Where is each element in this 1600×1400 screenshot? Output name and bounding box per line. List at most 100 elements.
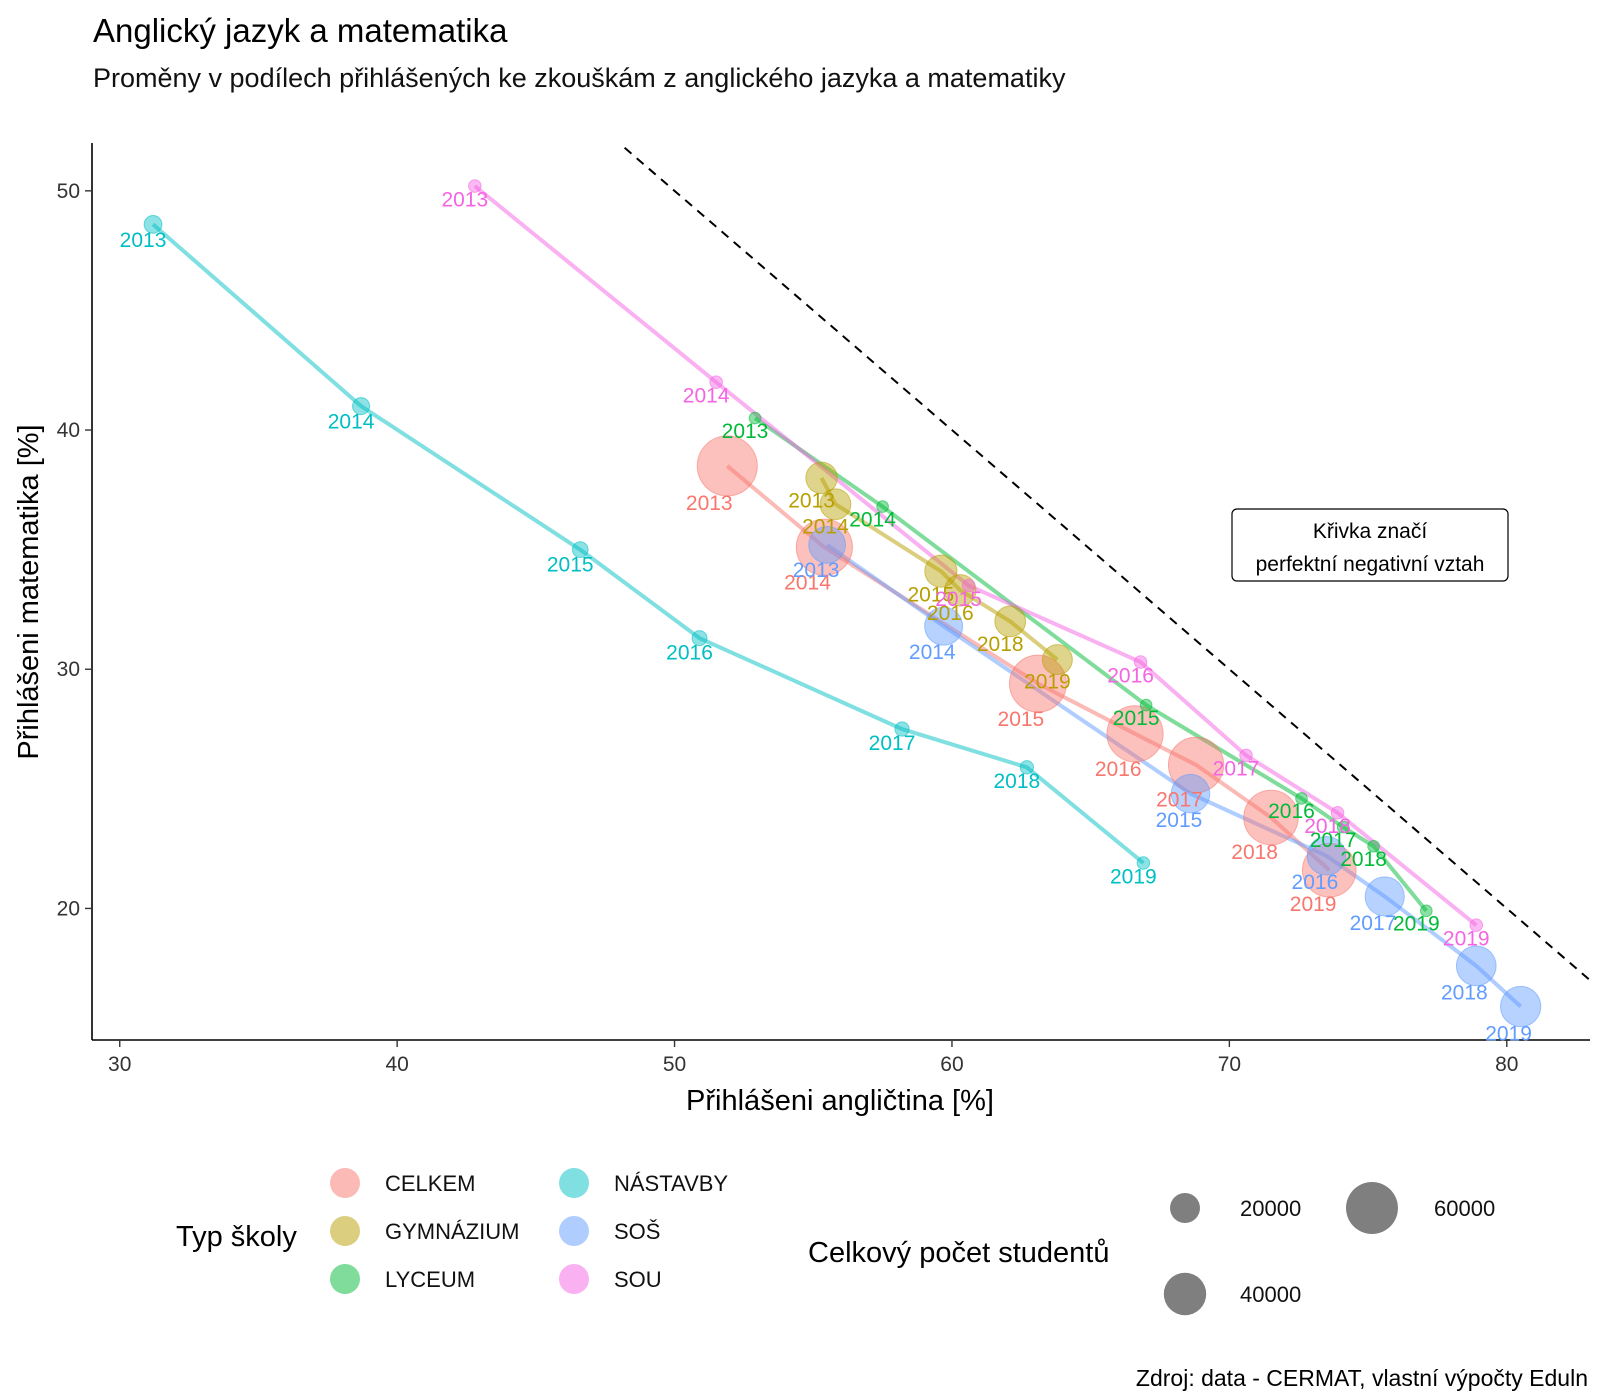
point-soš-2019 <box>1500 985 1542 1028</box>
legend-label-celkem: CELKEM <box>385 1171 475 1196</box>
point-label-sou-2018: 2018 <box>1304 815 1351 838</box>
y-tick-label: 20 <box>57 897 80 920</box>
point-label-nástavby-2019: 2019 <box>1110 865 1157 888</box>
annotation-text: Křivka značí perfektní negativní vztah <box>1256 520 1485 576</box>
legend-color: Typ školy CELKEM GYMNÁZIUM LYCEUM NÁSTAVBY S… <box>176 1168 728 1294</box>
point-nástavby-2019 <box>1136 856 1151 870</box>
point-nástavby-2014 <box>352 397 371 416</box>
point-sou-2018 <box>1330 805 1345 820</box>
x-tick-label: 40 <box>385 1053 408 1076</box>
point-nástavby-2017 <box>894 721 910 737</box>
legend-key-nástavby <box>559 1168 589 1198</box>
point-label-lyceum-2019: 2019 <box>1393 913 1440 936</box>
y-tick-label: 30 <box>57 658 80 681</box>
point-soš-2017 <box>1364 876 1405 917</box>
series-labels: 2013201420152016201720182019201320142015… <box>120 188 1532 1045</box>
point-gymnázium-2013 <box>805 461 838 495</box>
point-label-lyceum-2014: 2014 <box>849 508 896 531</box>
point-label-nástavby-2017: 2017 <box>869 732 916 755</box>
point-label-gymnázium-2013: 2013 <box>788 490 835 513</box>
x-tick-label: 60 <box>940 1053 963 1076</box>
x-tick-label: 70 <box>1218 1053 1241 1076</box>
legend-label-gymnázium: GYMNÁZIUM <box>385 1219 519 1244</box>
point-label-lyceum-2018: 2018 <box>1340 848 1387 871</box>
legend-size-title: Celkový počet studentů <box>808 1237 1109 1269</box>
point-celkem-2014 <box>795 518 853 576</box>
point-label-celkem-2014: 2014 <box>784 571 831 594</box>
point-label-celkem-2018: 2018 <box>1231 841 1278 864</box>
point-label-soš-2019: 2019 <box>1485 1023 1532 1046</box>
point-label-nástavby-2014: 2014 <box>328 411 375 434</box>
point-soš-2016 <box>1306 836 1347 876</box>
point-nástavby-2018 <box>1019 760 1035 775</box>
point-label-lyceum-2013: 2013 <box>722 420 769 443</box>
legend-label-lyceum: LYCEUM <box>385 1267 475 1292</box>
legend-size-label: 60000 <box>1434 1196 1495 1221</box>
point-celkem-2019 <box>1301 842 1357 898</box>
point-nástavby-2013 <box>143 214 163 234</box>
point-sou-2016 <box>1133 655 1148 669</box>
axis-ticks: 30 40 50 60 70 80 20 30 40 50 <box>57 180 1519 1076</box>
legend-size-key-60000 <box>1346 1182 1398 1234</box>
legend-size-label: 40000 <box>1240 1282 1301 1307</box>
point-label-soš-2013: 2013 <box>793 559 840 582</box>
point-label-celkem-2013: 2013 <box>686 492 733 515</box>
point-soš-2015 <box>1170 773 1211 814</box>
point-lyceum-2016 <box>1295 792 1308 805</box>
point-sou-2015 <box>961 578 976 593</box>
point-label-lyceum-2016: 2016 <box>1268 800 1315 823</box>
point-celkem-2015 <box>1008 654 1067 713</box>
point-label-soš-2015: 2015 <box>1156 809 1203 832</box>
legend-key-celkem <box>330 1168 360 1198</box>
point-gymnázium-2018 <box>994 605 1027 638</box>
point-gymnázium-2014 <box>819 488 852 521</box>
legend-key-gymnázium <box>330 1216 360 1246</box>
point-label-sou-2015: 2015 <box>935 588 982 611</box>
legend-size-label: 20000 <box>1240 1196 1301 1221</box>
reference-line <box>623 147 1591 981</box>
point-label-sou-2014: 2014 <box>683 384 730 407</box>
x-tick-label: 30 <box>108 1053 131 1076</box>
point-soš-2013 <box>808 525 847 564</box>
point-label-soš-2017: 2017 <box>1350 912 1397 935</box>
point-nástavby-2015 <box>571 541 589 559</box>
point-label-soš-2016: 2016 <box>1292 871 1339 894</box>
point-label-sou-2019: 2019 <box>1443 927 1490 950</box>
point-label-gymnázium-2015: 2015 <box>908 583 955 606</box>
series-points <box>143 179 1542 1028</box>
point-sou-2013 <box>468 179 482 193</box>
legend-size-key-40000 <box>1163 1272 1207 1316</box>
legend-color-title: Typ školy <box>176 1221 297 1253</box>
point-label-sou-2017: 2017 <box>1213 758 1260 781</box>
legend-key-lyceum <box>330 1264 360 1294</box>
point-label-celkem-2017: 2017 <box>1156 789 1203 812</box>
y-tick-label: 40 <box>57 419 80 442</box>
point-gymnázium-2019 <box>1041 644 1073 676</box>
caption: Zdroj: data - CERMAT, vlastní výpočty Ed… <box>1136 1365 1588 1391</box>
y-axis-title: Přihlášeni matematika [%] <box>13 424 45 759</box>
x-tick-label: 80 <box>1495 1053 1518 1076</box>
point-celkem-2018 <box>1243 789 1299 846</box>
point-label-gymnázium-2019: 2019 <box>1024 671 1071 694</box>
series-line-sou <box>473 184 1478 927</box>
point-label-sou-2016: 2016 <box>1107 664 1154 687</box>
legend-label-soš: SOŠ <box>614 1219 660 1244</box>
point-celkem-2017 <box>1167 736 1225 794</box>
point-soš-2018 <box>1455 945 1497 987</box>
point-label-soš-2018: 2018 <box>1441 982 1488 1005</box>
point-label-celkem-2015: 2015 <box>998 708 1045 731</box>
legend-key-soš <box>559 1216 589 1246</box>
point-celkem-2013 <box>696 435 758 497</box>
point-label-nástavby-2015: 2015 <box>547 554 594 577</box>
x-axis-title: Přihlášeni angličtina [%] <box>686 1085 994 1117</box>
point-lyceum-2015 <box>1139 698 1153 712</box>
point-label-lyceum-2015: 2015 <box>1113 707 1160 730</box>
point-sou-2014 <box>709 375 723 389</box>
series-line-nástavby <box>151 222 1145 865</box>
series-line-gymnázium <box>819 476 1059 662</box>
point-label-soš-2014: 2014 <box>909 641 956 664</box>
point-label-gymnázium-2018: 2018 <box>977 633 1024 656</box>
point-label-lyceum-2017: 2017 <box>1310 829 1357 852</box>
point-lyceum-2019 <box>1420 904 1433 918</box>
